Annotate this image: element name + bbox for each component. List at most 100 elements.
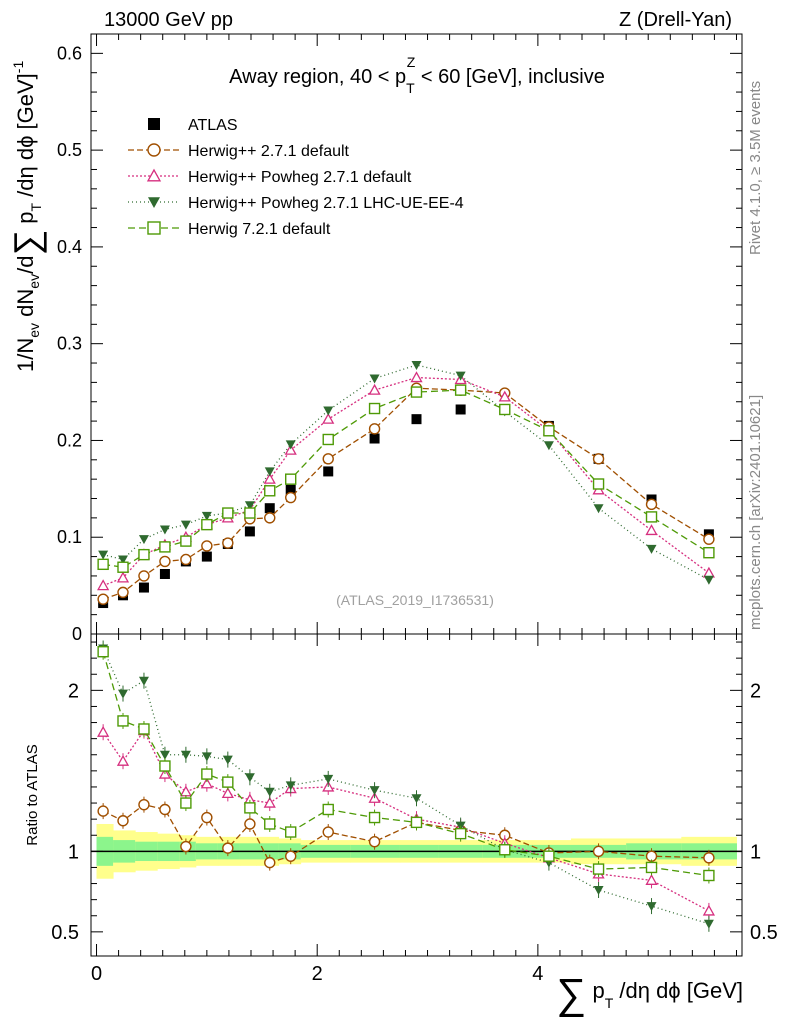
data-point — [646, 544, 657, 554]
ratio-point — [97, 805, 109, 817]
ratio-point — [368, 835, 381, 848]
ratio-point — [138, 798, 150, 811]
data-point — [703, 575, 714, 585]
data-point — [593, 504, 604, 514]
data-point — [368, 423, 381, 435]
y-tick-label: 0.1 — [57, 527, 82, 547]
ratio-line — [102, 648, 710, 925]
data-point — [323, 406, 334, 416]
ratio-tick-label: 1 — [68, 841, 79, 863]
data-point — [411, 414, 422, 425]
process-label: Z (Drell-Yan) — [619, 9, 732, 31]
data-point — [543, 425, 555, 437]
ratio-point — [702, 904, 716, 916]
data-point — [455, 404, 466, 415]
data-point — [369, 374, 380, 384]
ratio-tick-label-right: 1 — [750, 841, 761, 863]
ratio-point — [322, 826, 334, 838]
ratio-point — [543, 850, 555, 862]
data-point — [116, 571, 130, 583]
data-point — [117, 586, 129, 599]
ratio-point — [159, 803, 171, 816]
ratio-y-axis-label: Ratio to ATLAS — [24, 744, 41, 845]
data-point — [499, 403, 511, 416]
data-point — [244, 526, 255, 537]
ratio-point — [645, 861, 658, 874]
legend-label: Herwig++ Powheg 2.7.1 default — [188, 169, 412, 186]
ratio-point — [222, 842, 234, 854]
data-point — [645, 498, 658, 511]
ratio-point — [159, 760, 171, 772]
data-point — [138, 535, 149, 545]
ratio-tick-label: 0.5 — [51, 922, 79, 944]
data-point — [263, 472, 276, 484]
ratio-point — [322, 803, 334, 816]
data-point — [264, 503, 275, 514]
data-point — [323, 466, 334, 477]
legend-label: Herwig++ Powheg 2.7.1 LHC-UE-EE-4 — [188, 195, 464, 212]
axis-ticks: 0 0.1 0.2 0.3 0.4 0.5 0.6 0.5 0.5 1 1 2 2 0 2 4 — [51, 34, 778, 985]
ratio-plot-frame — [90, 633, 743, 957]
y-tick-label: 0 — [72, 624, 82, 644]
data-point — [97, 593, 109, 605]
data-point — [222, 537, 234, 549]
ratio-point — [703, 869, 715, 882]
data-point — [645, 524, 658, 536]
ratio-point — [180, 840, 192, 853]
x-axis-label: ∑ pT /dη dϕ [GeV] — [556, 970, 743, 1017]
data-point — [645, 511, 658, 523]
ratio-point — [454, 827, 467, 840]
data-point — [322, 433, 334, 446]
data-point — [138, 548, 150, 561]
data-point — [285, 440, 296, 450]
ratio-point — [244, 773, 255, 783]
ratio-point — [159, 750, 170, 760]
beam-label: 13000 GeV pp — [104, 9, 233, 31]
ratio-point — [201, 768, 213, 780]
ratio-point — [285, 826, 297, 838]
data-point — [592, 478, 605, 490]
ratio-point — [180, 797, 192, 809]
data-point — [264, 485, 276, 497]
data-point — [201, 518, 213, 531]
ratio-point — [244, 802, 256, 814]
x-tick-label: 0 — [91, 963, 102, 985]
mcplots-label: mcplots.cern.ch [arXiv:2401.10621] — [747, 395, 764, 630]
data-point — [703, 533, 715, 545]
data-point — [138, 570, 150, 582]
legend-marker — [148, 118, 160, 130]
ratio-point — [179, 785, 192, 797]
data-point — [285, 473, 297, 485]
legend-label: Herwig 7.2.1 default — [188, 221, 331, 238]
ratio-point — [368, 811, 381, 824]
data-point — [159, 541, 171, 553]
ratio-point — [264, 818, 276, 830]
data-point — [201, 540, 213, 552]
legend-marker — [147, 221, 161, 235]
ratio-point — [263, 796, 276, 808]
data-point — [455, 371, 466, 381]
ratio-plot — [97, 640, 716, 932]
series-line — [102, 364, 710, 581]
ratio-point — [264, 787, 275, 797]
data-point — [410, 386, 423, 398]
ratio-point — [244, 818, 256, 830]
ratio-point — [138, 723, 150, 735]
data-point — [97, 579, 110, 591]
ratio-point — [117, 689, 128, 699]
data-point — [322, 412, 335, 424]
ratio-point — [592, 863, 605, 875]
data-point — [222, 507, 234, 519]
ratio-point — [645, 873, 658, 885]
data-point — [180, 520, 191, 530]
ratio-point — [285, 850, 297, 862]
data-point — [498, 390, 511, 402]
ratio-point — [180, 750, 191, 760]
data-point — [97, 558, 109, 571]
ratio-point — [499, 844, 511, 856]
ratio-point — [592, 845, 605, 858]
ratio-point — [222, 755, 233, 765]
ratio-point — [138, 676, 149, 686]
data-point — [244, 501, 255, 511]
data-point — [117, 555, 128, 565]
